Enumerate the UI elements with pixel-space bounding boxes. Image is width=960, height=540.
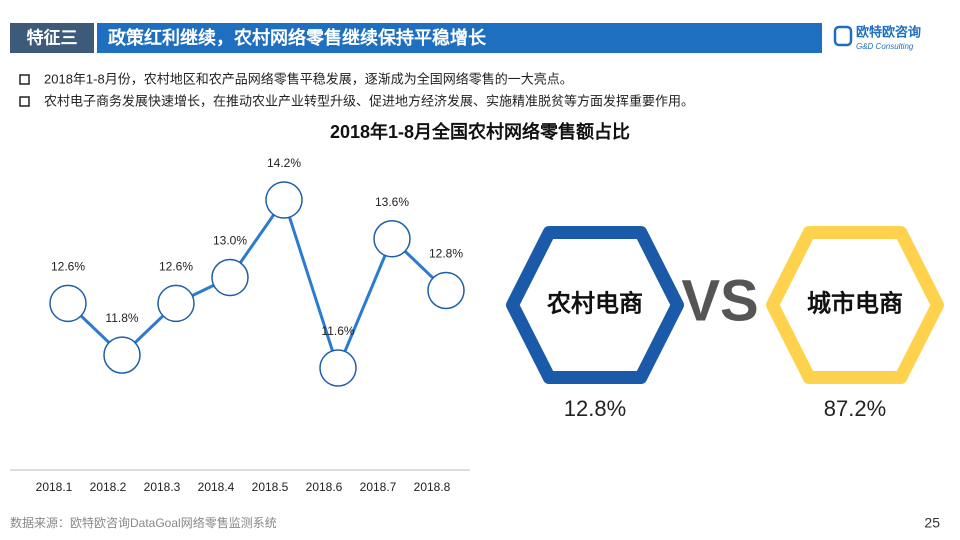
compare-share: 87.2%	[824, 396, 886, 421]
x-tick-label: 2018.4	[198, 480, 235, 494]
compare-label: 农村电商	[546, 289, 643, 317]
data-label: 12.6%	[51, 260, 85, 274]
bullet-icon	[19, 96, 30, 107]
tag-box	[10, 23, 94, 53]
data-label: 13.6%	[375, 195, 409, 209]
logo-subtext: G&D Consulting	[856, 42, 914, 51]
data-label: 12.8%	[429, 247, 463, 261]
source: 数据来源：欧特欧咨询DataGoal网络零售监测系统	[10, 515, 277, 530]
data-point	[427, 271, 465, 310]
data-point	[265, 181, 303, 219]
data-point	[319, 349, 357, 387]
bullet-icon	[19, 74, 30, 85]
compare-share: 12.8%	[564, 396, 626, 421]
data-point	[211, 258, 249, 297]
data-point	[157, 284, 195, 323]
data-label: 12.6%	[159, 260, 193, 274]
title-bar	[97, 23, 822, 53]
x-tick-label: 2018.7	[360, 480, 397, 494]
x-tick-label: 2018.2	[90, 480, 127, 494]
x-tick-label: 2018.6	[306, 480, 343, 494]
data-point	[373, 220, 411, 258]
logo-text: 欧特欧咨询	[856, 24, 921, 39]
data-label: 11.6%	[321, 324, 354, 338]
data-label: 11.8%	[105, 311, 138, 325]
chart-title: 2018年1-8月全国农村网络零售额占比	[330, 121, 630, 142]
data-point	[49, 284, 87, 323]
vs-text: VS	[681, 268, 758, 333]
compare-label: 城市电商	[807, 289, 903, 317]
x-tick-label: 2018.3	[144, 480, 181, 494]
data-point	[103, 336, 141, 374]
x-tick-label: 2018.1	[36, 480, 73, 494]
logo-icon	[833, 25, 853, 47]
x-tick-label: 2018.5	[252, 480, 289, 494]
data-label: 14.2%	[267, 156, 301, 170]
header-title: 政策红利继续，农村网络零售继续保持平稳增长	[108, 27, 487, 48]
bullet-text: 2018年1-8月份，农村地区和农产品网络零售平稳发展，逐渐成为全国网络零售的一…	[44, 71, 573, 86]
comparison: VS	[681, 268, 758, 333]
page-number: 25	[924, 515, 940, 531]
bullet-text: 农村电子商务发展快速增长，在推动农业产业转型升级、促进地方经济发展、实施精准脱贫…	[44, 93, 694, 108]
header-tag: 特征三	[27, 27, 78, 47]
hexagon	[506, 226, 684, 384]
hexagon	[766, 226, 944, 384]
x-tick-label: 2018.8	[414, 480, 451, 494]
data-label: 13.0%	[213, 234, 247, 248]
